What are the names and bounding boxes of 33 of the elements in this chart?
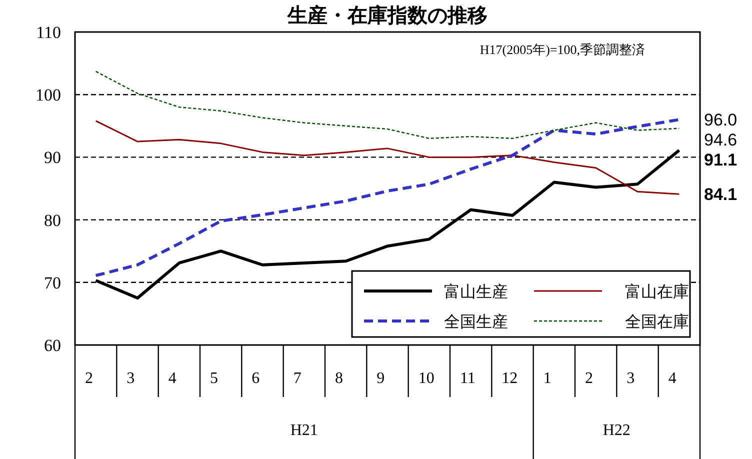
legend-label: 全国在庫 (625, 313, 689, 331)
text: H22 (602, 422, 630, 439)
x-tick-label: 4 (668, 370, 676, 387)
x-tick-label: 6 (252, 370, 260, 387)
y-tick-label: 110 (36, 23, 61, 42)
x-tick-label: 4 (168, 370, 176, 387)
data-label: 84.1 (704, 185, 738, 204)
x-tick-label: 2 (85, 370, 93, 387)
data-label: 91.1 (704, 150, 738, 170)
x-tick-label: 12 (502, 370, 518, 387)
chart-title: 生産・在庫指数の推移 (286, 4, 488, 27)
data-label: 96.0 (704, 110, 738, 130)
legend-label: 富山生産 (444, 283, 508, 301)
y-tick-label: 90 (44, 148, 61, 168)
x-tick-label: 8 (335, 370, 343, 387)
x-tick-label: 7 (293, 370, 302, 387)
y-tick-label: 60 (44, 336, 61, 355)
x-tick-label: 5 (210, 370, 218, 387)
x-tick-label: 3 (126, 370, 135, 387)
x-tick-label: 3 (626, 370, 635, 387)
y-tick-label: 80 (44, 210, 61, 230)
y-tick-label: 100 (36, 86, 61, 105)
data-label: 94.6 (704, 130, 738, 150)
x-tick-label: 10 (418, 370, 434, 387)
x-tick-label: 1 (543, 370, 552, 387)
annotation: H17(2005年)=100,季節調整済 (480, 42, 645, 57)
legend-label: 富山在庫 (625, 283, 689, 301)
legend-label: 全国生産 (444, 313, 508, 331)
y-tick-label: 70 (44, 273, 61, 292)
x-tick-label: 2 (585, 370, 593, 387)
text: H21 (290, 422, 318, 439)
x-tick-label: 9 (376, 370, 385, 387)
x-tick-label: 11 (460, 370, 476, 387)
